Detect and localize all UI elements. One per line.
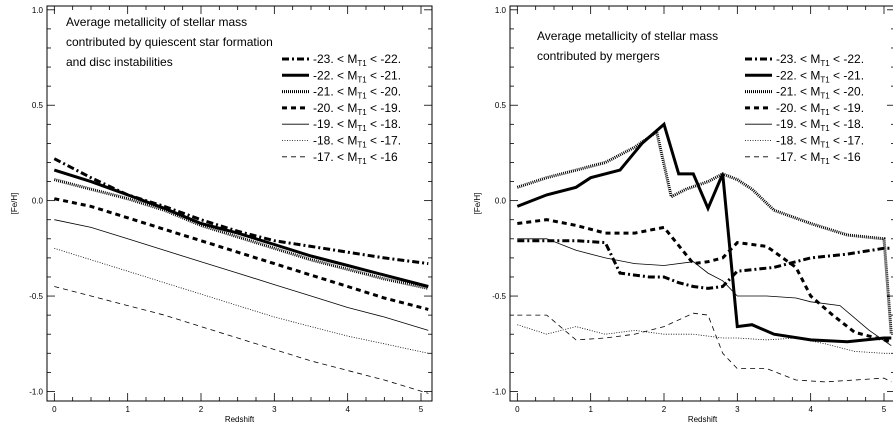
series-line-2 bbox=[53, 178, 429, 290]
series-line-6 bbox=[54, 286, 429, 394]
legend-label: -17. < MT1 < -16 bbox=[313, 150, 398, 166]
plot-frame bbox=[46, 5, 433, 402]
legend-label: -21. < MT1 < -20. bbox=[776, 85, 864, 101]
y-tick-label: -0.5 bbox=[29, 292, 43, 301]
y-tick-label: -1.0 bbox=[492, 387, 506, 396]
x-tick-label: 1 bbox=[588, 405, 593, 414]
x-tick-label: 4 bbox=[345, 405, 350, 414]
series-line-1 bbox=[516, 121, 892, 344]
x-tick-label: 2 bbox=[662, 405, 667, 414]
legend-label: -20. < MT1 < -19. bbox=[313, 101, 401, 117]
x-tick-label: 3 bbox=[272, 405, 277, 414]
y-tick-label: -1.0 bbox=[29, 387, 43, 396]
x-tick-label: 5 bbox=[882, 405, 887, 414]
x-tick-label: 3 bbox=[735, 405, 740, 414]
legend-label: -22. < MT1 < -21. bbox=[313, 68, 401, 84]
legend-label: -17. < MT1 < -16 bbox=[776, 150, 861, 166]
left-chart-panel: 0 1 2 3 4 5 -1.0 -0.5 0.0 0.5 1.0 Redshift [Fe/H] Ave… bbox=[10, 5, 433, 424]
series-line-0 bbox=[517, 239, 892, 290]
chart-title-line: Average metallicity of stellar mass bbox=[66, 15, 247, 29]
series-line-4 bbox=[54, 219, 429, 331]
y-tick-label: -0.5 bbox=[492, 292, 506, 301]
y-tick-label: 0.0 bbox=[32, 197, 44, 206]
series-line-5 bbox=[517, 324, 892, 354]
y-axis-label: [Fe/H] bbox=[10, 193, 19, 215]
legend-label: -18. < MT1 < -17. bbox=[776, 134, 864, 150]
y-tick-label: 1.0 bbox=[32, 6, 44, 15]
chart-title-line: contributed by quiescent star formation bbox=[66, 35, 273, 49]
series-line-3 bbox=[53, 197, 429, 311]
series-line-4 bbox=[517, 238, 892, 347]
y-tick-label: 0.5 bbox=[32, 101, 44, 110]
series-line-3 bbox=[517, 218, 892, 344]
y-tick-label: 0.0 bbox=[495, 197, 507, 206]
y-tick-label: 1.0 bbox=[495, 6, 507, 15]
series-group bbox=[516, 121, 893, 383]
chart-title-line: Average metallicity of stellar mass bbox=[537, 29, 718, 43]
x-tick-label: 0 bbox=[52, 405, 57, 414]
legend-label: -21. < MT1 < -20. bbox=[313, 85, 401, 101]
series-line-6 bbox=[517, 312, 892, 383]
legend-label: -19. < MT1 < -18. bbox=[313, 117, 401, 133]
legend-label: -18. < MT1 < -17. bbox=[313, 134, 401, 150]
legend-label: -19. < MT1 < -18. bbox=[776, 117, 864, 133]
x-tick-label: 0 bbox=[515, 405, 520, 414]
legend-label: -23. < MT1 < -22. bbox=[313, 52, 401, 68]
chart-title-line: contributed by mergers bbox=[537, 49, 660, 63]
y-axis-label: [Fe/H] bbox=[473, 193, 482, 215]
series-group bbox=[53, 157, 429, 394]
x-tick-label: 5 bbox=[419, 405, 424, 414]
legend-label: -20. < MT1 < -19. bbox=[776, 101, 864, 117]
x-axis-label: Redshift bbox=[225, 415, 255, 424]
legend-label: -23. < MT1 < -22. bbox=[776, 52, 864, 68]
series-line-0 bbox=[53, 157, 429, 266]
x-axis-label: Redshift bbox=[688, 415, 718, 424]
x-tick-label: 1 bbox=[125, 405, 130, 414]
legend-label: -22. < MT1 < -21. bbox=[776, 68, 864, 84]
x-tick-label: 4 bbox=[808, 405, 813, 414]
series-line-1 bbox=[53, 168, 429, 288]
chart-title-line: and disc instabilities bbox=[66, 55, 173, 69]
y-tick-label: 0.5 bbox=[495, 101, 507, 110]
plot-frame bbox=[509, 5, 893, 402]
right-chart-panel: 0 1 2 3 4 5 -1.0 -0.5 0.0 0.5 1.0 Redshift [Fe/H] Ave… bbox=[473, 5, 893, 424]
x-tick-label: 2 bbox=[199, 405, 204, 414]
